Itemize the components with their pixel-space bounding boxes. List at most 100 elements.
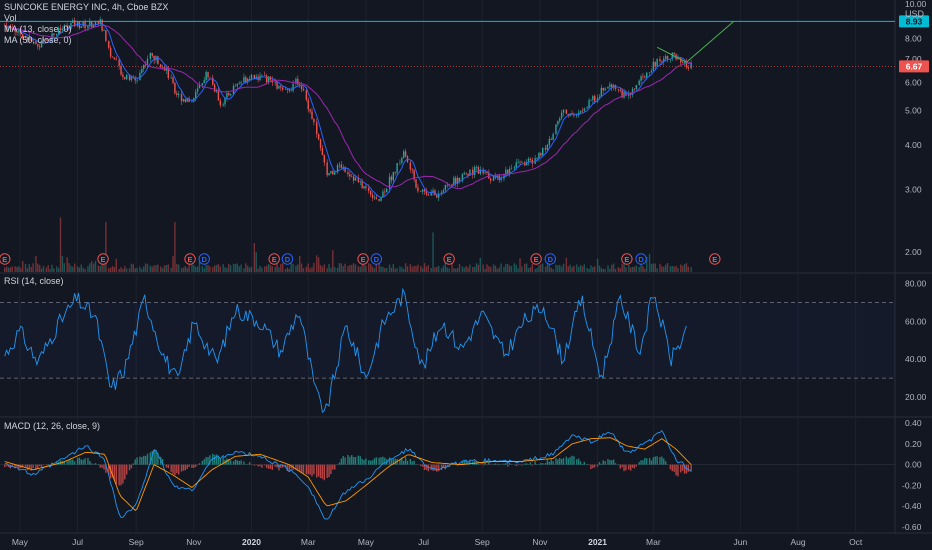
volume-bar [686, 263, 687, 272]
candle-body [638, 81, 639, 85]
volume-bar [150, 266, 151, 272]
volume-bar [334, 267, 335, 272]
macd-histogram-bar [584, 462, 585, 465]
volume-bar [224, 267, 225, 272]
volume-bar [536, 268, 537, 272]
volume-bar [62, 256, 63, 272]
volume-bar [285, 269, 286, 272]
volume-bar [688, 267, 689, 272]
macd-histogram-bar [509, 463, 510, 465]
candle-body [264, 75, 265, 76]
volume-bar [488, 266, 489, 272]
earnings-marker-letter[interactable]: E [101, 255, 106, 264]
macd-histogram-bar [139, 457, 140, 465]
volume-bar [318, 257, 319, 272]
earnings-marker-letter[interactable]: E [534, 255, 539, 264]
candle-body [555, 125, 556, 135]
earnings-marker-letter[interactable]: E [447, 255, 452, 264]
candle-body [393, 172, 394, 180]
macd-histogram-bar [438, 465, 439, 472]
chart-title[interactable]: SUNCOKE ENERGY INC, 4h, Cboe BZX [4, 2, 168, 13]
volume-bar [120, 267, 121, 272]
macd-histogram-bar [98, 464, 99, 465]
dividend-marker-letter[interactable]: D [202, 255, 208, 264]
volume-bar [339, 263, 340, 272]
candle-body [571, 114, 572, 115]
ma-slow-label[interactable]: MA (50, close, 0) [4, 35, 168, 46]
earnings-marker-letter[interactable]: E [188, 255, 193, 264]
macd-histogram-bar [124, 465, 125, 480]
candle-body [540, 153, 541, 156]
macd-legend[interactable]: MACD (12, 26, close, 9) [4, 421, 100, 432]
macd-histogram-bar [675, 465, 676, 476]
ma-fast-label[interactable]: MA (13, close, 0) [4, 24, 168, 35]
candle-body [285, 89, 286, 90]
macd-label[interactable]: MACD (12, 26, close, 9) [4, 421, 100, 432]
volume-bar [457, 268, 458, 272]
macd-histogram-bar [116, 465, 117, 485]
trendline-projection[interactable] [686, 21, 733, 62]
macd-histogram-bar [653, 457, 654, 464]
macd-histogram-bar [87, 458, 88, 465]
volume-bar [528, 268, 529, 272]
earnings-marker-letter[interactable]: E [2, 255, 7, 264]
candle-body [582, 111, 583, 112]
macd-signal-line [5, 438, 692, 511]
volume-bar [382, 267, 383, 272]
candle-body [542, 148, 543, 156]
macd-histogram-bar [432, 465, 433, 471]
candle-body [443, 190, 444, 192]
event-markers[interactable]: E E E E E E E E ED D D D D [0, 254, 720, 264]
macd-histogram-bar [27, 465, 28, 471]
volume-bar [384, 268, 385, 272]
volume-bar [160, 266, 161, 272]
earnings-marker-letter[interactable]: E [712, 255, 717, 264]
macd-histogram-bar [405, 457, 406, 464]
macd-histogram-bar [270, 465, 271, 469]
candle-body [511, 168, 512, 169]
volume-bar [386, 268, 387, 272]
dividend-marker-letter[interactable]: D [374, 255, 380, 264]
candle-body [322, 148, 323, 155]
macd-histogram-bar [552, 461, 553, 464]
volume-bar [306, 267, 307, 272]
candle-body [376, 197, 377, 199]
earnings-marker-letter[interactable]: E [624, 255, 629, 264]
volume-bar [264, 266, 265, 272]
candle-body [651, 71, 652, 72]
macd-histogram-bar [326, 465, 327, 478]
volume-bar [93, 263, 94, 272]
rsi-label[interactable]: RSI (14, close) [4, 276, 64, 287]
rsi-legend[interactable]: RSI (14, close) [4, 276, 64, 287]
macd-histogram-bar [363, 460, 364, 465]
volume-bar [571, 267, 572, 272]
volume-bar [673, 267, 674, 272]
macd-histogram-bar [655, 457, 656, 465]
candle-body [297, 79, 298, 85]
volume-bar [636, 266, 637, 272]
time-tick-label: Nov [186, 537, 202, 547]
trendline-down[interactable] [657, 47, 686, 62]
candle-body [642, 76, 643, 77]
volume-bar [677, 268, 678, 272]
candle-body [306, 90, 307, 99]
candle-body [445, 185, 446, 190]
dividend-marker-letter[interactable]: D [285, 255, 291, 264]
vol-label[interactable]: Vol [4, 13, 168, 24]
volume-bar [301, 263, 302, 272]
volume-bar [16, 267, 17, 272]
earnings-marker-letter[interactable]: E [272, 255, 277, 264]
candle-body [220, 100, 221, 105]
rsi-pane [0, 289, 895, 412]
volume-bar [603, 269, 604, 272]
earnings-marker-letter[interactable]: E [361, 255, 366, 264]
main-legend[interactable]: SUNCOKE ENERGY INC, 4h, Cboe BZX Vol MA … [4, 2, 168, 46]
dividend-marker-letter[interactable]: D [638, 255, 644, 264]
dividend-marker-letter[interactable]: D [548, 255, 554, 264]
macd-histogram-bar [403, 461, 404, 465]
volume-bar [360, 267, 361, 272]
volume-bar [66, 257, 67, 272]
volume-bar [599, 266, 600, 272]
volume-bar [27, 268, 28, 272]
